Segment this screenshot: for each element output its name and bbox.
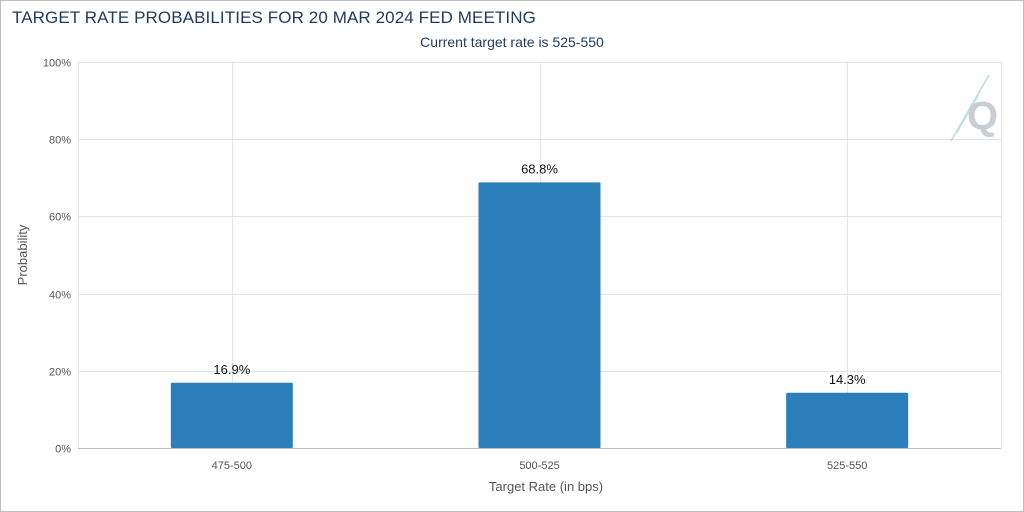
x-tick-label: 475-500	[212, 460, 252, 472]
y-tick-label: 40%	[49, 290, 71, 302]
y-axis-ticks: 0% 20% 40% 60% 80% 100%	[43, 58, 71, 456]
bar	[786, 392, 909, 448]
svg-text:Q: Q	[967, 94, 998, 138]
y-tick-label: 80%	[49, 135, 71, 147]
y-axis-label: Probability	[15, 224, 30, 285]
bar	[478, 182, 601, 448]
y-tick-label: 0%	[55, 444, 71, 456]
x-tick-label: 500-525	[519, 460, 559, 472]
bar	[170, 382, 293, 448]
chart-title: TARGET RATE PROBABILITIES FOR 20 MAR 202…	[12, 8, 536, 27]
data-label: 14.3%	[829, 372, 866, 387]
x-axis-ticks: 475-500 500-525 525-550	[212, 460, 868, 472]
bars: 16.9% 68.8% 14.3%	[170, 161, 909, 448]
q-logo-icon: Q	[950, 74, 998, 142]
data-label: 68.8%	[521, 161, 558, 176]
y-tick-label: 60%	[49, 212, 71, 224]
y-tick-label: 100%	[43, 58, 71, 70]
x-tick-label: 525-550	[827, 460, 867, 472]
data-label: 16.9%	[213, 362, 250, 377]
chart-subtitle: Current target rate is 525-550	[420, 34, 604, 50]
x-axis-label: Target Rate (in bps)	[489, 479, 603, 494]
y-tick-label: 20%	[49, 367, 71, 379]
